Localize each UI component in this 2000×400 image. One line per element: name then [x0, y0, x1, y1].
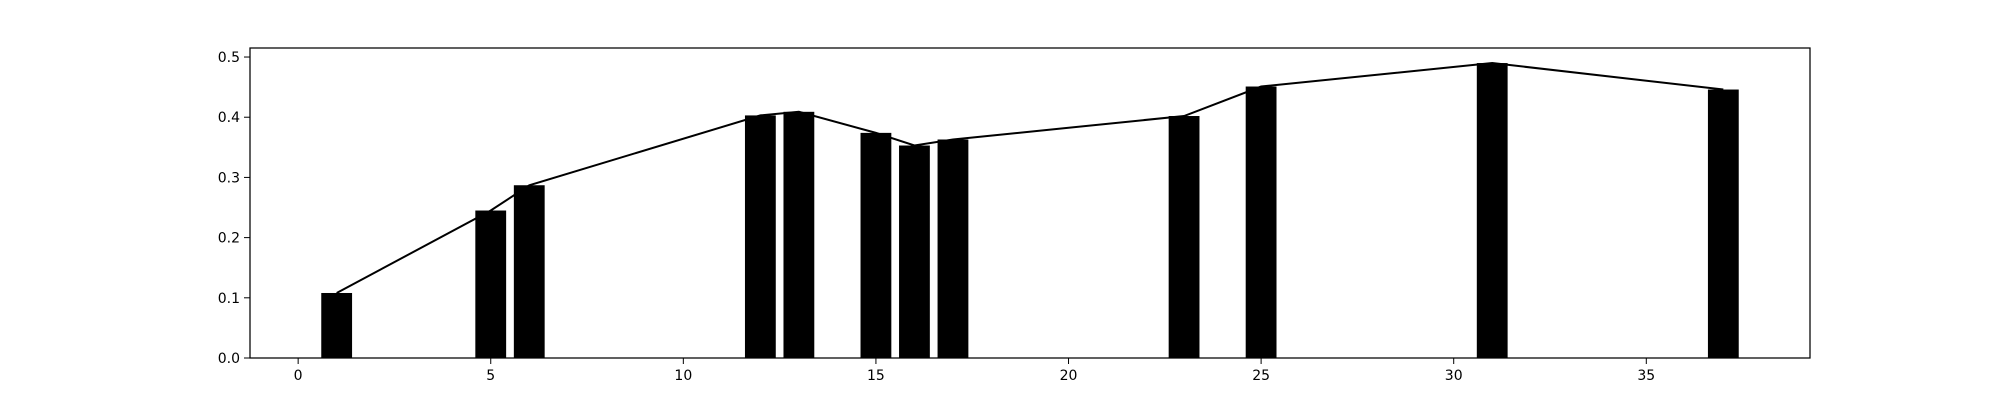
bar — [899, 145, 930, 358]
x-tick-label: 20 — [1060, 368, 1078, 384]
x-axis-ticks: 0 5 10 15 20 25 30 35 — [294, 358, 1655, 384]
y-axis-ticks: 0.0 0.1 0.2 0.3 0.4 0.5 — [218, 50, 250, 367]
axes — [249, 47, 1811, 359]
x-tick-label: 15 — [867, 368, 885, 384]
y-tick-label: 0.2 — [218, 231, 240, 247]
bar — [1476, 63, 1508, 359]
bar — [744, 115, 776, 358]
bar — [321, 292, 353, 358]
bar — [860, 132, 892, 358]
y-tick-label: 0.5 — [218, 50, 240, 66]
bar — [475, 210, 507, 358]
x-tick-label: 0 — [294, 368, 303, 384]
y-tick-label: 0.3 — [218, 170, 240, 186]
bar — [1168, 116, 1200, 359]
plot-frame — [249, 47, 1811, 359]
x-tick-label: 35 — [1637, 368, 1655, 384]
y-tick-label: 0.4 — [218, 110, 240, 126]
series-line — [336, 62, 1724, 294]
y-tick-label: 0.1 — [218, 291, 240, 307]
bar — [1707, 89, 1739, 358]
bar-series — [321, 63, 1739, 359]
x-tick-label: 5 — [486, 368, 495, 384]
bar — [783, 111, 815, 358]
x-tick-label: 25 — [1252, 368, 1270, 384]
y-tick-label: 0.0 — [218, 351, 240, 367]
bar — [1245, 86, 1277, 359]
bar — [937, 139, 969, 358]
line-series — [336, 62, 1724, 294]
bar — [513, 185, 545, 358]
x-tick-label: 30 — [1445, 368, 1463, 384]
x-tick-label: 10 — [674, 368, 692, 384]
